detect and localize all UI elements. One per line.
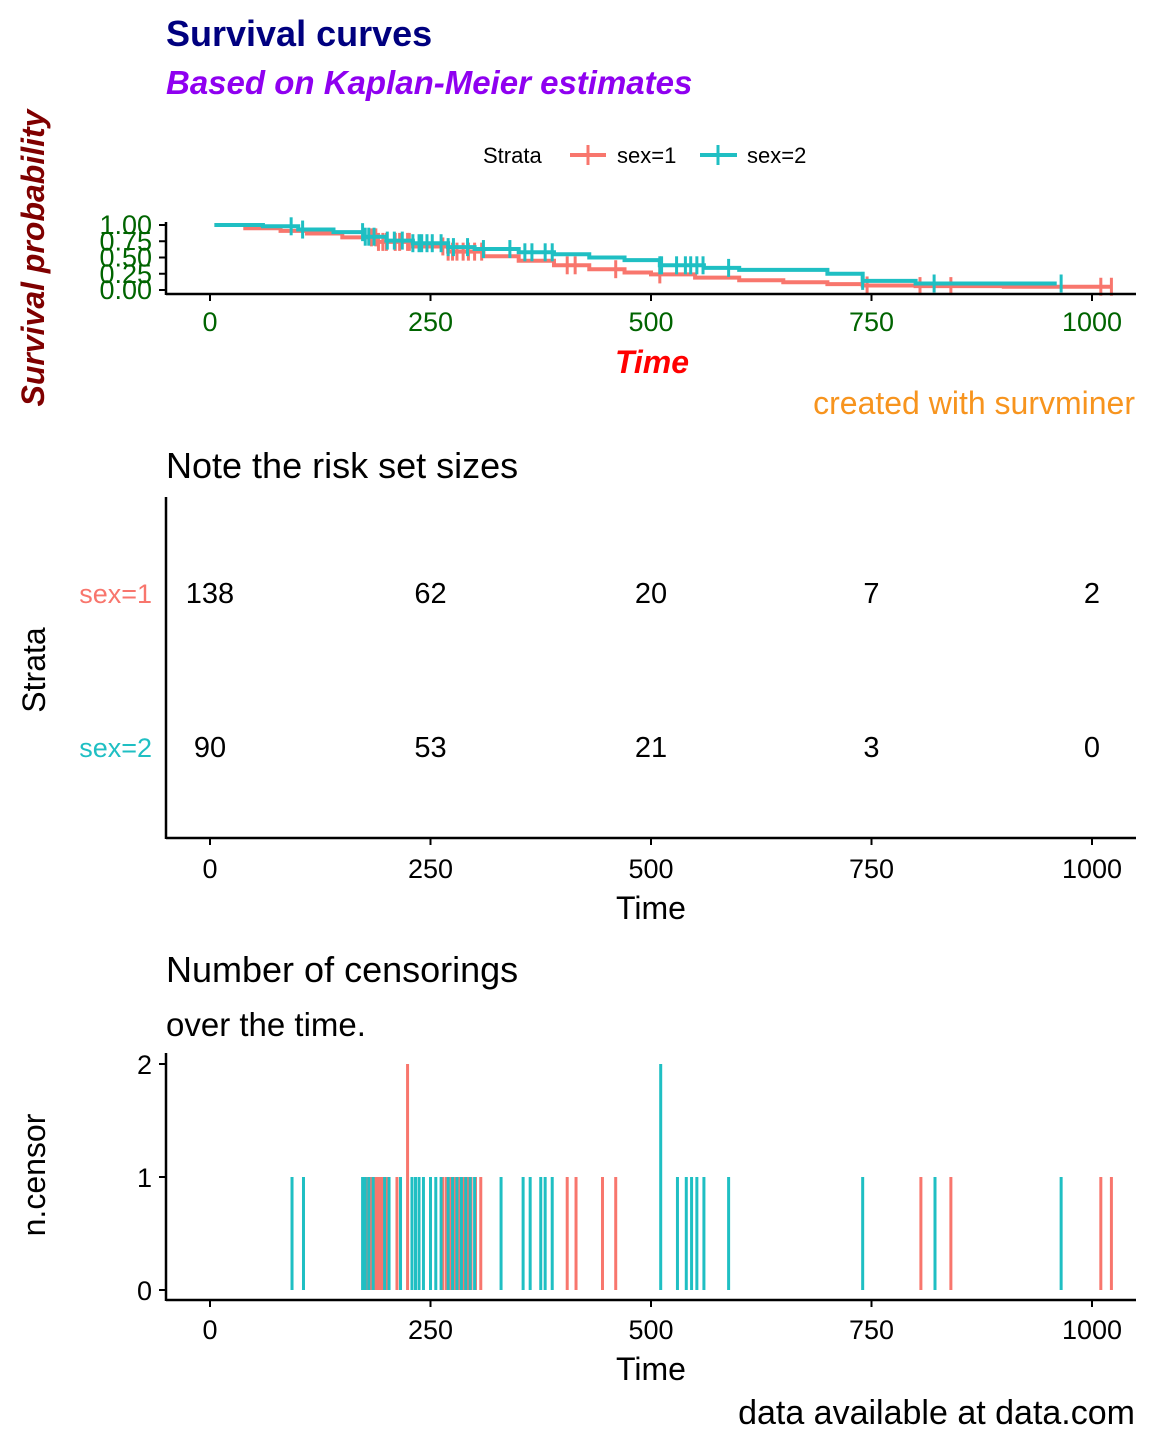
risk-cell: 3 xyxy=(863,732,879,764)
risk-cell: 53 xyxy=(414,732,446,764)
km-curve-sex=1 xyxy=(214,223,1112,289)
censor-x-tick-label: 500 xyxy=(628,1315,673,1345)
legend-title: Strata xyxy=(483,143,542,168)
censor-caption: data available at data.com xyxy=(738,1394,1135,1432)
risk-title: Note the risk set sizes xyxy=(166,445,518,486)
km-x-tick-label: 250 xyxy=(408,307,453,337)
risk-cell: 7 xyxy=(863,578,879,610)
risk-cell: 0 xyxy=(1084,732,1100,764)
censor-y-tick-label: 2 xyxy=(137,1050,152,1080)
km-title: Survival curves xyxy=(166,13,432,54)
km-curve-sex=2 xyxy=(214,223,1057,286)
risk-x-tick-label: 750 xyxy=(849,854,894,884)
km-y-tick-label: 0.00 xyxy=(99,275,152,305)
legend-label-sex1: sex=1 xyxy=(617,143,676,168)
risk-x-tick-label: 500 xyxy=(628,854,673,884)
legend-label-sex2: sex=2 xyxy=(747,143,806,168)
risk-table: 138 62 20 7 2 90 53 21 3 0 xyxy=(186,578,1100,764)
risk-x-tick-label: 250 xyxy=(408,854,453,884)
km-caption: created with survminer xyxy=(813,385,1135,421)
risk-cell: 90 xyxy=(194,732,226,764)
censor-x-axis: 0 250 500 750 1000 xyxy=(202,1300,1122,1345)
censor-subtitle: over the time. xyxy=(166,1006,366,1043)
risk-panel: Note the risk set sizes 138 62 20 7 2 90 53 21 3… xyxy=(16,445,1136,926)
km-y-tick-label: 0.75 xyxy=(99,226,152,256)
censor-panel: Number of censorings over the time. 012 … xyxy=(16,949,1136,1432)
censor-x-label: Time xyxy=(616,1351,686,1387)
km-curves xyxy=(214,217,1113,296)
km-y-tick-label: 0.25 xyxy=(99,259,152,289)
risk-y-label: Strata xyxy=(16,627,52,713)
km-y-tick-label: 1.00 xyxy=(99,210,152,240)
censor-title: Number of censorings xyxy=(166,949,518,990)
censor-x-tick-label: 750 xyxy=(849,1315,894,1345)
censor-bars xyxy=(290,1064,1113,1290)
censor-x-tick-label: 250 xyxy=(408,1315,453,1345)
censor-y-tick-label: 1 xyxy=(137,1163,152,1193)
km-x-tick-label: 0 xyxy=(202,307,217,337)
risk-x-axis: 0 250 500 750 1000 xyxy=(202,838,1122,884)
km-x-label: Time xyxy=(615,344,689,380)
risk-row-label-sex2: sex=2 xyxy=(79,733,152,763)
risk-x-tick-label: 1000 xyxy=(1062,854,1122,884)
risk-cell: 62 xyxy=(414,578,446,610)
km-y-axis: 0.000.250.500.751.00 xyxy=(99,210,166,305)
risk-cell: 138 xyxy=(186,578,234,610)
km-x-tick-label: 750 xyxy=(849,307,894,337)
km-legend: Strata sex=1 sex=2 xyxy=(483,143,806,168)
legend-key-sex2 xyxy=(700,145,737,165)
km-x-axis: 0 250 500 750 1000 xyxy=(202,294,1122,337)
censor-x-tick-label: 0 xyxy=(202,1315,217,1345)
risk-x-tick-label: 0 xyxy=(202,854,217,884)
km-x-tick-label: 1000 xyxy=(1062,307,1122,337)
risk-row-label-sex1: sex=1 xyxy=(79,579,152,609)
censor-x-tick-label: 1000 xyxy=(1062,1315,1122,1345)
km-y-label: Survival probability xyxy=(15,107,51,406)
km-y-tick-label: 0.50 xyxy=(99,243,152,273)
legend-key-sex1 xyxy=(570,145,606,165)
censor-y-tick-label: 0 xyxy=(137,1276,152,1306)
km-panel: Survival curves Based on Kaplan-Meier es… xyxy=(15,13,1136,421)
risk-cell: 21 xyxy=(635,732,667,764)
risk-x-label: Time xyxy=(616,890,686,926)
km-x-tick-label: 500 xyxy=(628,307,673,337)
km-subtitle: Based on Kaplan-Meier estimates xyxy=(166,64,692,101)
censor-y-label: n.censor xyxy=(16,1113,52,1236)
risk-cell: 2 xyxy=(1084,578,1100,610)
risk-cell: 20 xyxy=(635,578,667,610)
censor-y-axis: 0 1 2 xyxy=(137,1050,166,1306)
